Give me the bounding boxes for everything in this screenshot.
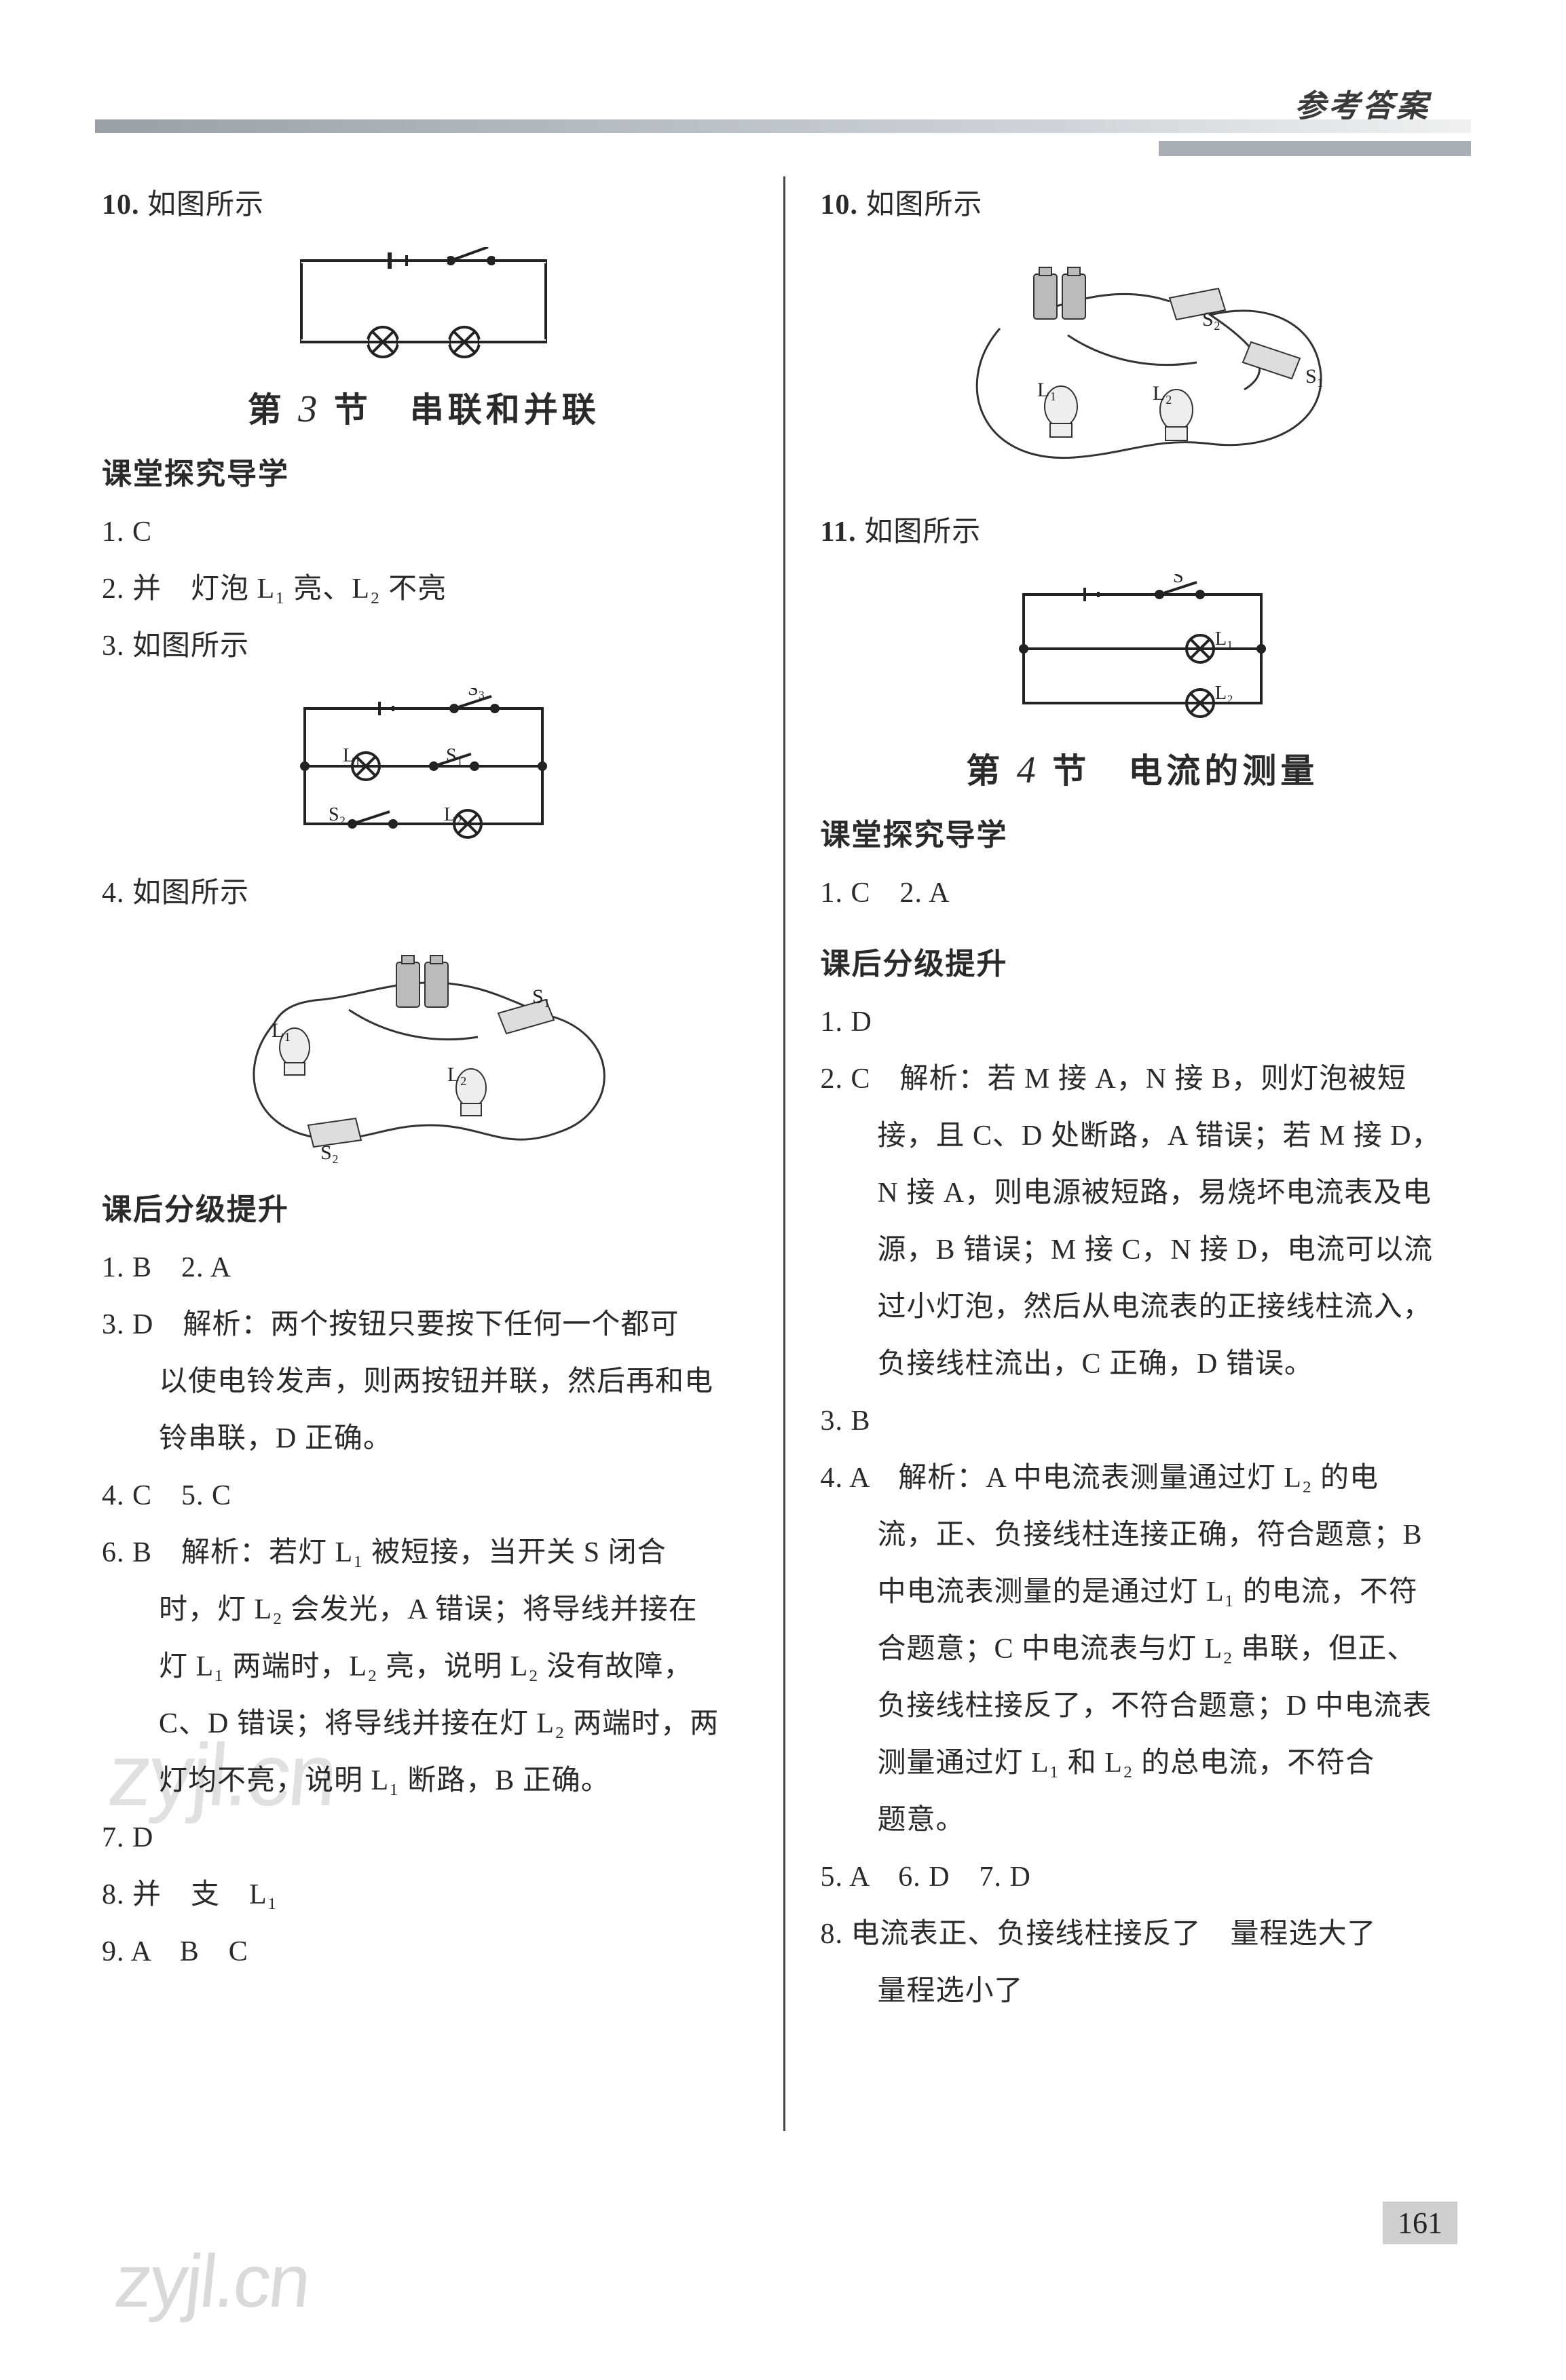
right-q10: 10. 如图所示	[821, 176, 1465, 233]
answer-continuation: 以使电铃发声，则两按钮并联，然后再和电	[102, 1353, 746, 1410]
page-number: 161	[1383, 2202, 1457, 2244]
page-header: 参考答案	[95, 81, 1471, 156]
left-q10: 10. 10. 如图所示如图所示	[102, 176, 746, 233]
answer-continuation: 源，B 错误；M 接 C，N 接 D，电流可以流	[821, 1222, 1465, 1279]
svg-text:S₂: S₂	[329, 804, 346, 825]
answer-continuation: 接，且 C、D 处断路，A 错误；若 M 接 D，	[821, 1108, 1465, 1165]
svg-text:S: S	[1173, 574, 1184, 587]
header-rule-main	[95, 119, 1471, 133]
figure-right-q10: S₂ S₁ L₁ L₂	[821, 247, 1465, 485]
answer-continuation: 题意。	[821, 1792, 1465, 1849]
section-4-title: 第 4 节 电流的测量	[821, 744, 1465, 793]
circuit-pictorial-icon: S₁ S₂ L₁ L₂	[213, 935, 634, 1166]
circuit-parallel-icon: S L₁ L₂	[996, 574, 1288, 723]
circuit-series-icon	[281, 247, 566, 362]
answer-line: 5. A 6. D 7. D	[821, 1849, 1465, 1906]
q-number: 10.	[102, 189, 140, 221]
heading-classroom-inquiry: 课堂探究导学	[821, 810, 1465, 854]
figure-left-q10	[102, 247, 746, 362]
answer-continuation: 量程选小了	[821, 1963, 1465, 2020]
answer-line: 8. 并 支 L₁	[102, 1866, 746, 1923]
section-number: 3	[298, 388, 321, 430]
answer-line: 8. 电流表正、负接线柱接反了 量程选大了	[821, 1906, 1465, 1963]
answer-line: 9. A B C	[102, 1923, 746, 1980]
header-rule-accent	[1159, 141, 1471, 156]
section-3-title: 第 3 节 串联和并联	[102, 383, 746, 432]
watermark-icon: zyjl.cn	[104, 1724, 339, 1826]
svg-text:L₁: L₁	[343, 745, 361, 766]
answer-line: 3. B	[821, 1393, 1465, 1450]
watermark-icon: zyjl.cn	[111, 2238, 313, 2324]
answer-continuation: 测量通过灯 L₁ 和 L₂ 的总电流，不符合	[821, 1735, 1465, 1792]
svg-text:L₁: L₁	[1215, 628, 1233, 649]
answer-line: 6. B 解析：若灯 L₁ 被短接，当开关 S 闭合	[102, 1524, 746, 1581]
answer-continuation: 负接线柱流出，C 正确，D 错误。	[821, 1336, 1465, 1393]
answer-continuation: 铃串联，D 正确。	[102, 1410, 746, 1467]
svg-text:L₂: L₂	[447, 1063, 467, 1086]
answer-line: 1. D	[821, 994, 1465, 1051]
left-column: 10. 10. 如图所示如图所示	[95, 176, 783, 2212]
figure-right-q11: S L₁ L₂	[821, 574, 1465, 723]
right-column: 10. 如图所示	[783, 176, 1472, 2212]
section-prefix: 第	[248, 391, 299, 429]
figure-left-q4: S₁ S₂ L₁ L₂	[102, 935, 746, 1166]
heading-classroom-inquiry: 课堂探究导学	[102, 449, 746, 493]
svg-text:L₂: L₂	[1215, 683, 1233, 704]
svg-text:L₂: L₂	[444, 804, 462, 825]
answer-line: 3. 如图所示	[102, 618, 746, 675]
svg-text:L₂: L₂	[1153, 382, 1172, 404]
answer-continuation: 合题意；C 中电流表与灯 L₂ 串联，但正、	[821, 1621, 1465, 1678]
column-divider	[783, 176, 785, 2131]
section-suffix: 节 电流的测量	[1040, 752, 1319, 790]
figure-left-q3: S₃ L₁ S₁ S₂ L₂	[102, 688, 746, 844]
svg-text:S₁: S₁	[1305, 365, 1324, 388]
circuit-pictorial-icon: S₂ S₁ L₁ L₂	[925, 247, 1360, 485]
section-number: 4	[1017, 749, 1040, 791]
svg-text:S₃: S₃	[468, 688, 485, 700]
svg-text:L₁: L₁	[272, 1019, 291, 1042]
section-prefix: 第	[966, 752, 1017, 790]
heading-after-class: 课后分级提升	[821, 939, 1465, 983]
answer-line: 2. C 解析：若 M 接 A，N 接 B，则灯泡被短	[821, 1051, 1465, 1108]
q-number: 11.	[821, 516, 857, 548]
answer-line: 4. 如图所示	[102, 865, 746, 922]
svg-text:S₁: S₁	[532, 985, 551, 1008]
answer-line: 4. A 解析：A 中电流表测量通过灯 L₂ 的电	[821, 1450, 1465, 1507]
answer-line: 3. D 解析：两个按钮只要按下任何一个都可	[102, 1296, 746, 1353]
answer-line: 1. C 2. A	[821, 865, 1465, 922]
right-q11: 11. 如图所示	[821, 504, 1465, 561]
svg-text:S₁: S₁	[446, 745, 463, 766]
answer-line: 4. C 5. C	[102, 1467, 746, 1524]
svg-text:S₂: S₂	[320, 1141, 339, 1164]
answer-line: 2. 并 灯泡 L₁ 亮、L₂ 不亮	[102, 561, 746, 618]
answer-continuation: 时，灯 L₂ 会发光，A 错误；将导线并接在	[102, 1581, 746, 1638]
circuit-parallel-icon: S₃ L₁ S₁ S₂ L₂	[278, 688, 570, 844]
answer-line: 1. B 2. A	[102, 1239, 746, 1296]
answer-continuation: 中电流表测量的是通过灯 L₁ 的电流，不符	[821, 1564, 1465, 1621]
content-columns: 10. 10. 如图所示如图所示	[95, 176, 1471, 2212]
heading-after-class: 课后分级提升	[102, 1185, 746, 1228]
answer-continuation: 负接线柱接反了，不符合题意；D 中电流表	[821, 1678, 1465, 1735]
page: 参考答案 10. 10. 如图所示如图所示	[0, 0, 1566, 2380]
q-number: 10.	[821, 189, 859, 221]
answer-continuation: 过小灯泡，然后从电流表的正接线柱流入，	[821, 1279, 1465, 1336]
section-suffix: 节 串联和并联	[321, 391, 600, 429]
answer-line: 1. C	[102, 504, 746, 561]
svg-text:S₂: S₂	[1202, 308, 1220, 330]
svg-text:L₁: L₁	[1037, 379, 1057, 401]
answer-continuation: N 接 A，则电源被短路，易烧坏电流表及电	[821, 1165, 1465, 1222]
answer-continuation: 灯 L₁ 两端时，L₂ 亮，说明 L₂ 没有故障，	[102, 1638, 746, 1695]
answer-continuation: 流，正、负接线柱连接正确，符合题意；B	[821, 1507, 1465, 1564]
